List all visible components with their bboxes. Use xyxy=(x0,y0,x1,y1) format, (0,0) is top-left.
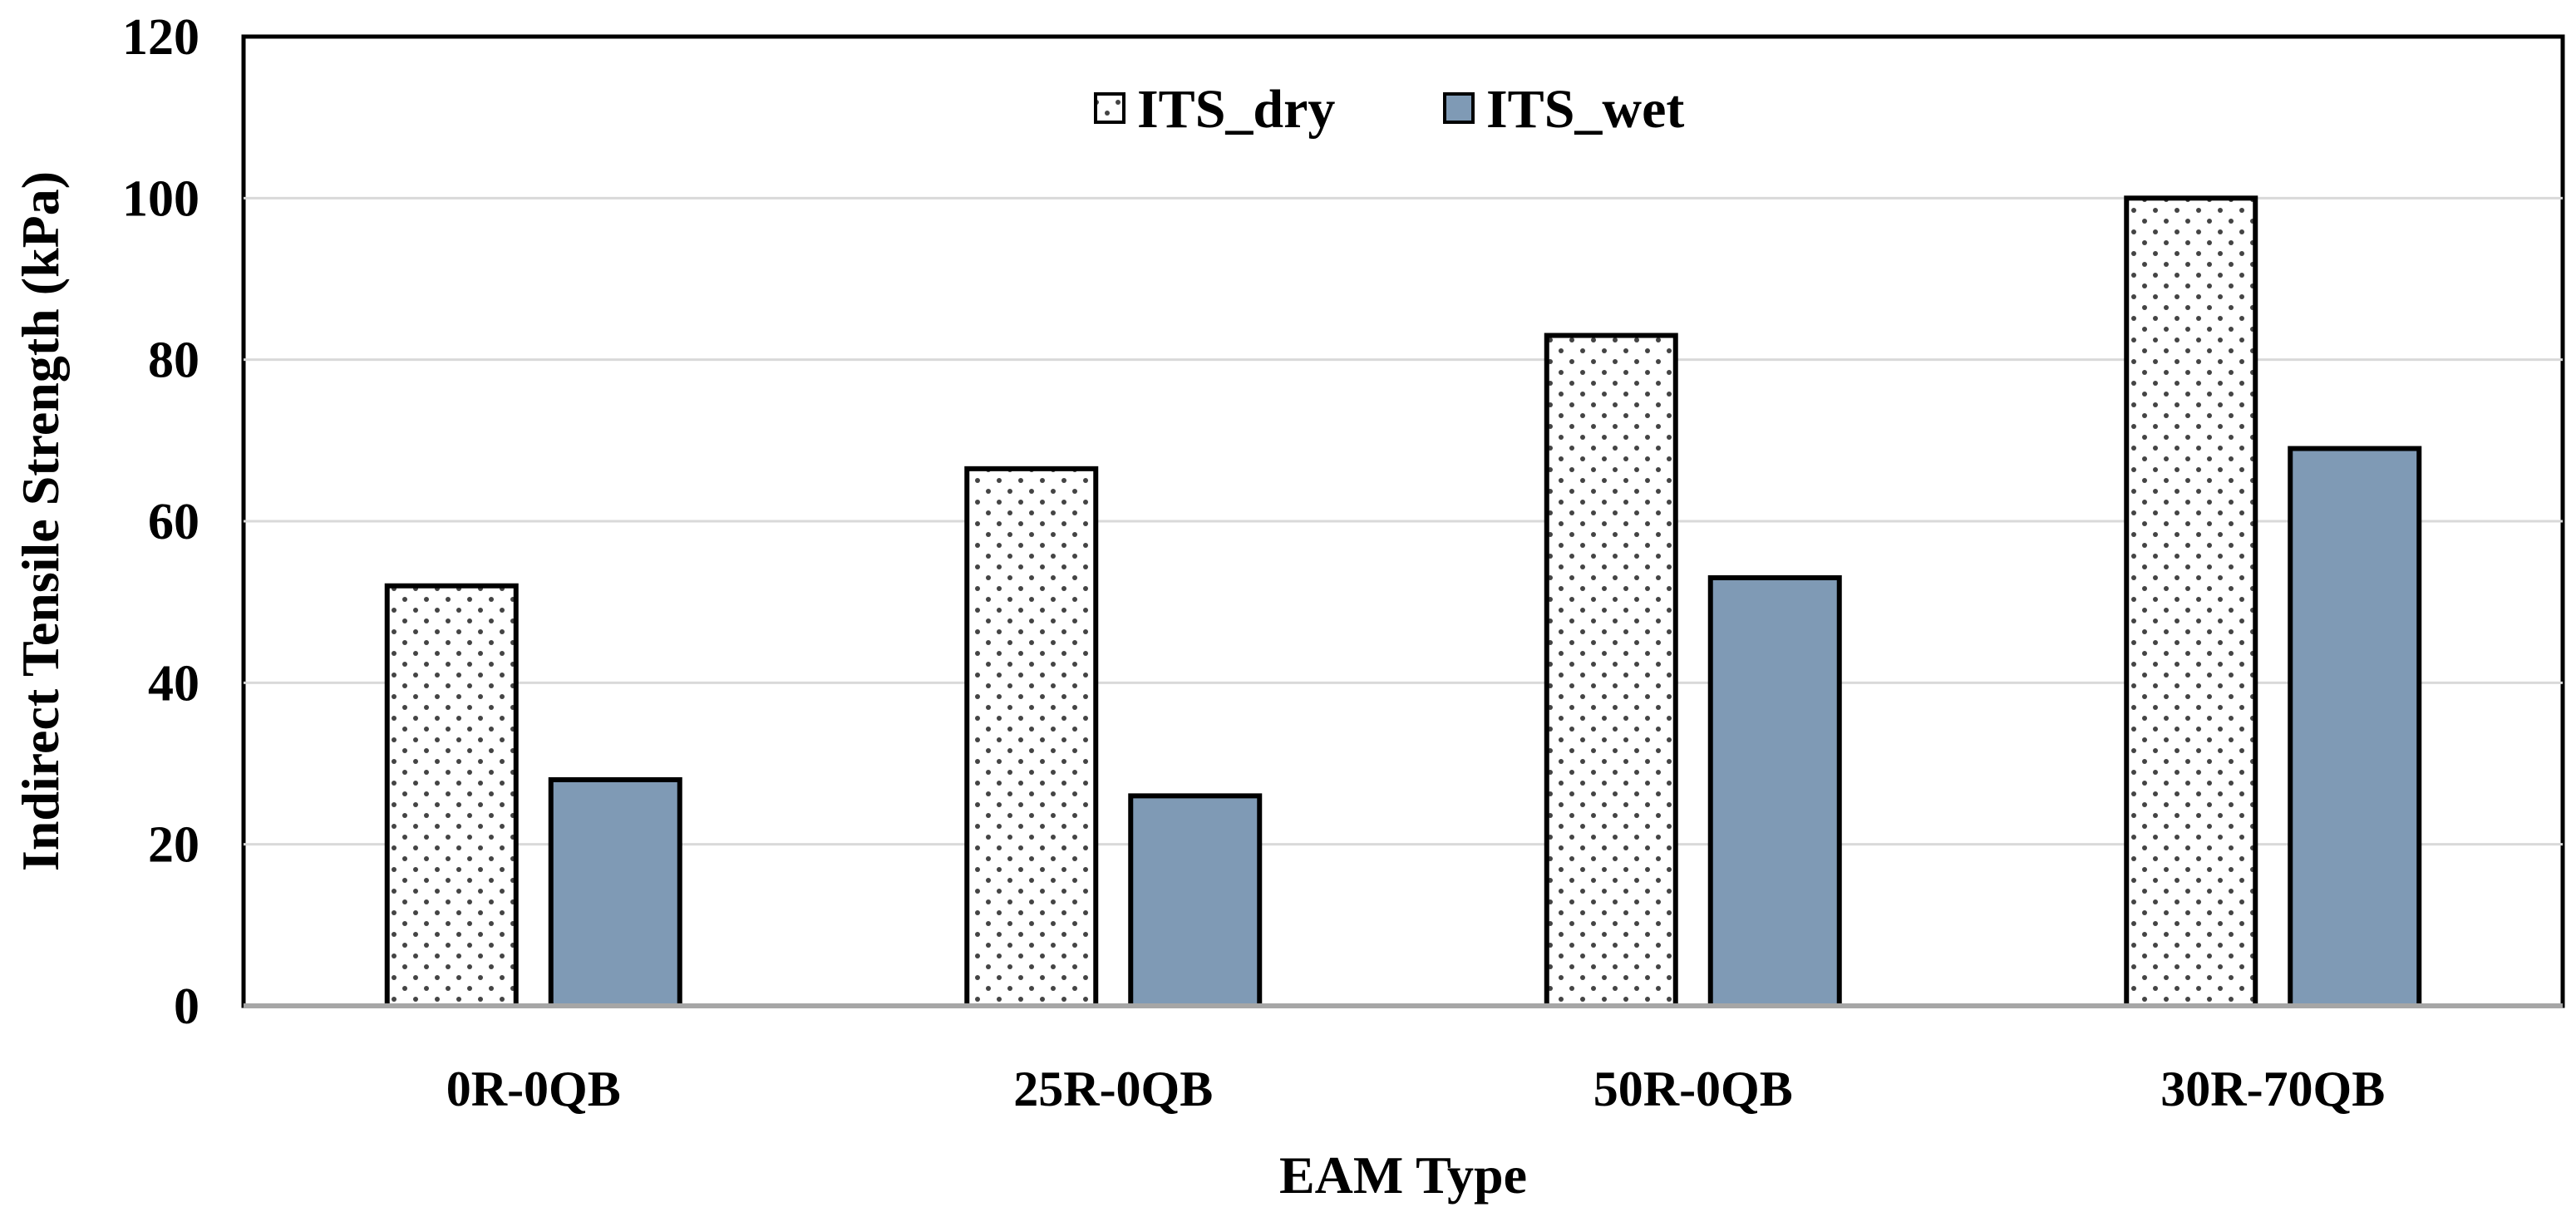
bar-its-dry-25r-0qb xyxy=(964,466,1099,1008)
legend-label-its-wet: ITS_wet xyxy=(1486,79,1684,140)
y-tick-labels: 0 20 40 60 80 100 120 xyxy=(122,9,199,1035)
bar-its-wet-50r-0qb xyxy=(1707,575,1842,1008)
y-tick-label: 20 xyxy=(148,817,199,874)
bar-its-dry-30r-70qb xyxy=(2124,195,2258,1009)
x-tick-label: 30R-70QB xyxy=(2160,1062,2385,1116)
legend-swatch-its-wet xyxy=(1443,92,1475,124)
y-tick-label: 100 xyxy=(122,170,199,227)
y-axis-title: Indirect Tensile Strength (kPa) xyxy=(11,171,70,871)
legend: ITS_dry ITS_wet xyxy=(1094,79,1684,140)
bar-its-dry-50r-0qb xyxy=(1544,333,1678,1008)
x-axis-title: EAM Type xyxy=(1279,1146,1527,1205)
bars xyxy=(384,195,2422,1009)
bar-its-wet-30r-70qb xyxy=(2288,446,2422,1008)
bar-its-dry-0r-0qb xyxy=(384,583,519,1008)
y-tick-label: 60 xyxy=(148,494,199,550)
bar-its-wet-25r-0qb xyxy=(1128,793,1263,1008)
y-tick-label: 120 xyxy=(122,9,199,66)
y-tick-label: 40 xyxy=(148,655,199,712)
legend-label-its-dry: ITS_dry xyxy=(1137,79,1335,140)
x-tick-labels: 0R-0QB 25R-0QB 50R-0QB 30R-70QB xyxy=(446,1062,2386,1116)
x-tick-label: 0R-0QB xyxy=(446,1062,621,1116)
legend-swatch-its-dry xyxy=(1094,92,1125,124)
y-tick-label: 0 xyxy=(174,978,199,1035)
x-tick-label: 50R-0QB xyxy=(1593,1062,1793,1116)
y-tick-label: 80 xyxy=(148,333,199,389)
x-tick-label: 25R-0QB xyxy=(1013,1062,1213,1116)
bar-its-wet-0r-0qb xyxy=(548,776,682,1009)
